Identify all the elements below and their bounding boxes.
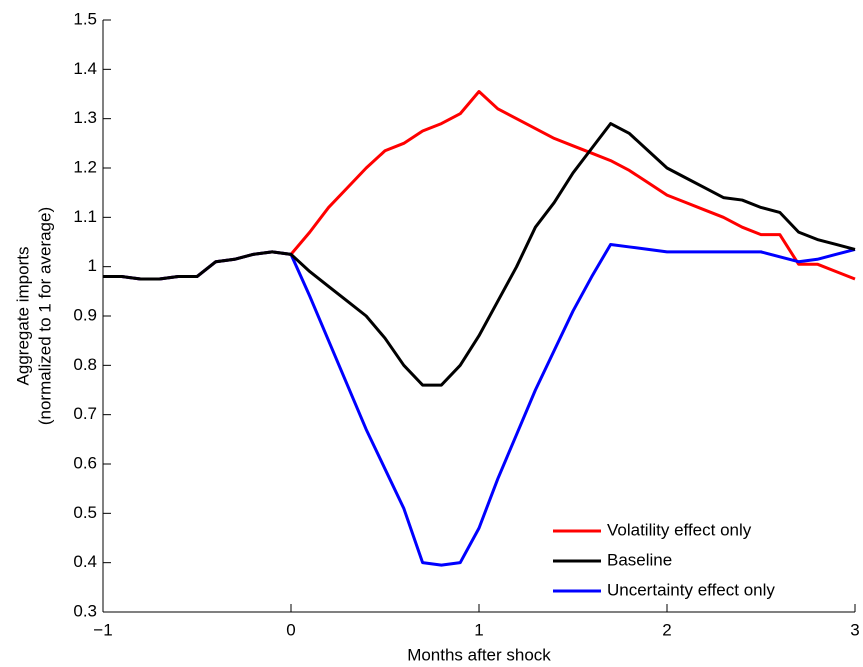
y-axis-label: Aggregate imports [13, 247, 32, 386]
y-tick-label: 1.3 [73, 108, 97, 127]
y-tick-label: 1.5 [73, 9, 97, 28]
y-tick-label: 1 [88, 256, 97, 275]
y-tick-label: 0.8 [73, 355, 97, 374]
x-tick-label: 2 [662, 620, 671, 639]
y-axis-label: (normalized to 1 for average) [35, 207, 54, 425]
y-tick-label: 0.9 [73, 305, 97, 324]
legend-label: Uncertainty effect only [607, 580, 775, 599]
x-axis-label: Months after shock [407, 645, 551, 664]
y-tick-label: 1.1 [73, 207, 97, 226]
y-tick-label: 1.4 [73, 59, 97, 78]
y-tick-label: 1.2 [73, 157, 97, 176]
x-tick-label: 0 [286, 620, 295, 639]
y-tick-label: 0.3 [73, 601, 97, 620]
y-tick-label: 0.6 [73, 453, 97, 472]
legend-label: Baseline [607, 550, 672, 569]
x-tick-label: −1 [93, 620, 112, 639]
x-tick-label: 3 [850, 620, 859, 639]
line-series [103, 122, 856, 387]
x-tick-label: 1 [474, 620, 483, 639]
y-tick-label: 0.7 [73, 404, 97, 423]
legend-label: Volatility effect only [607, 520, 752, 539]
y-tick-label: 0.4 [73, 552, 97, 571]
y-tick-label: 0.5 [73, 503, 97, 522]
